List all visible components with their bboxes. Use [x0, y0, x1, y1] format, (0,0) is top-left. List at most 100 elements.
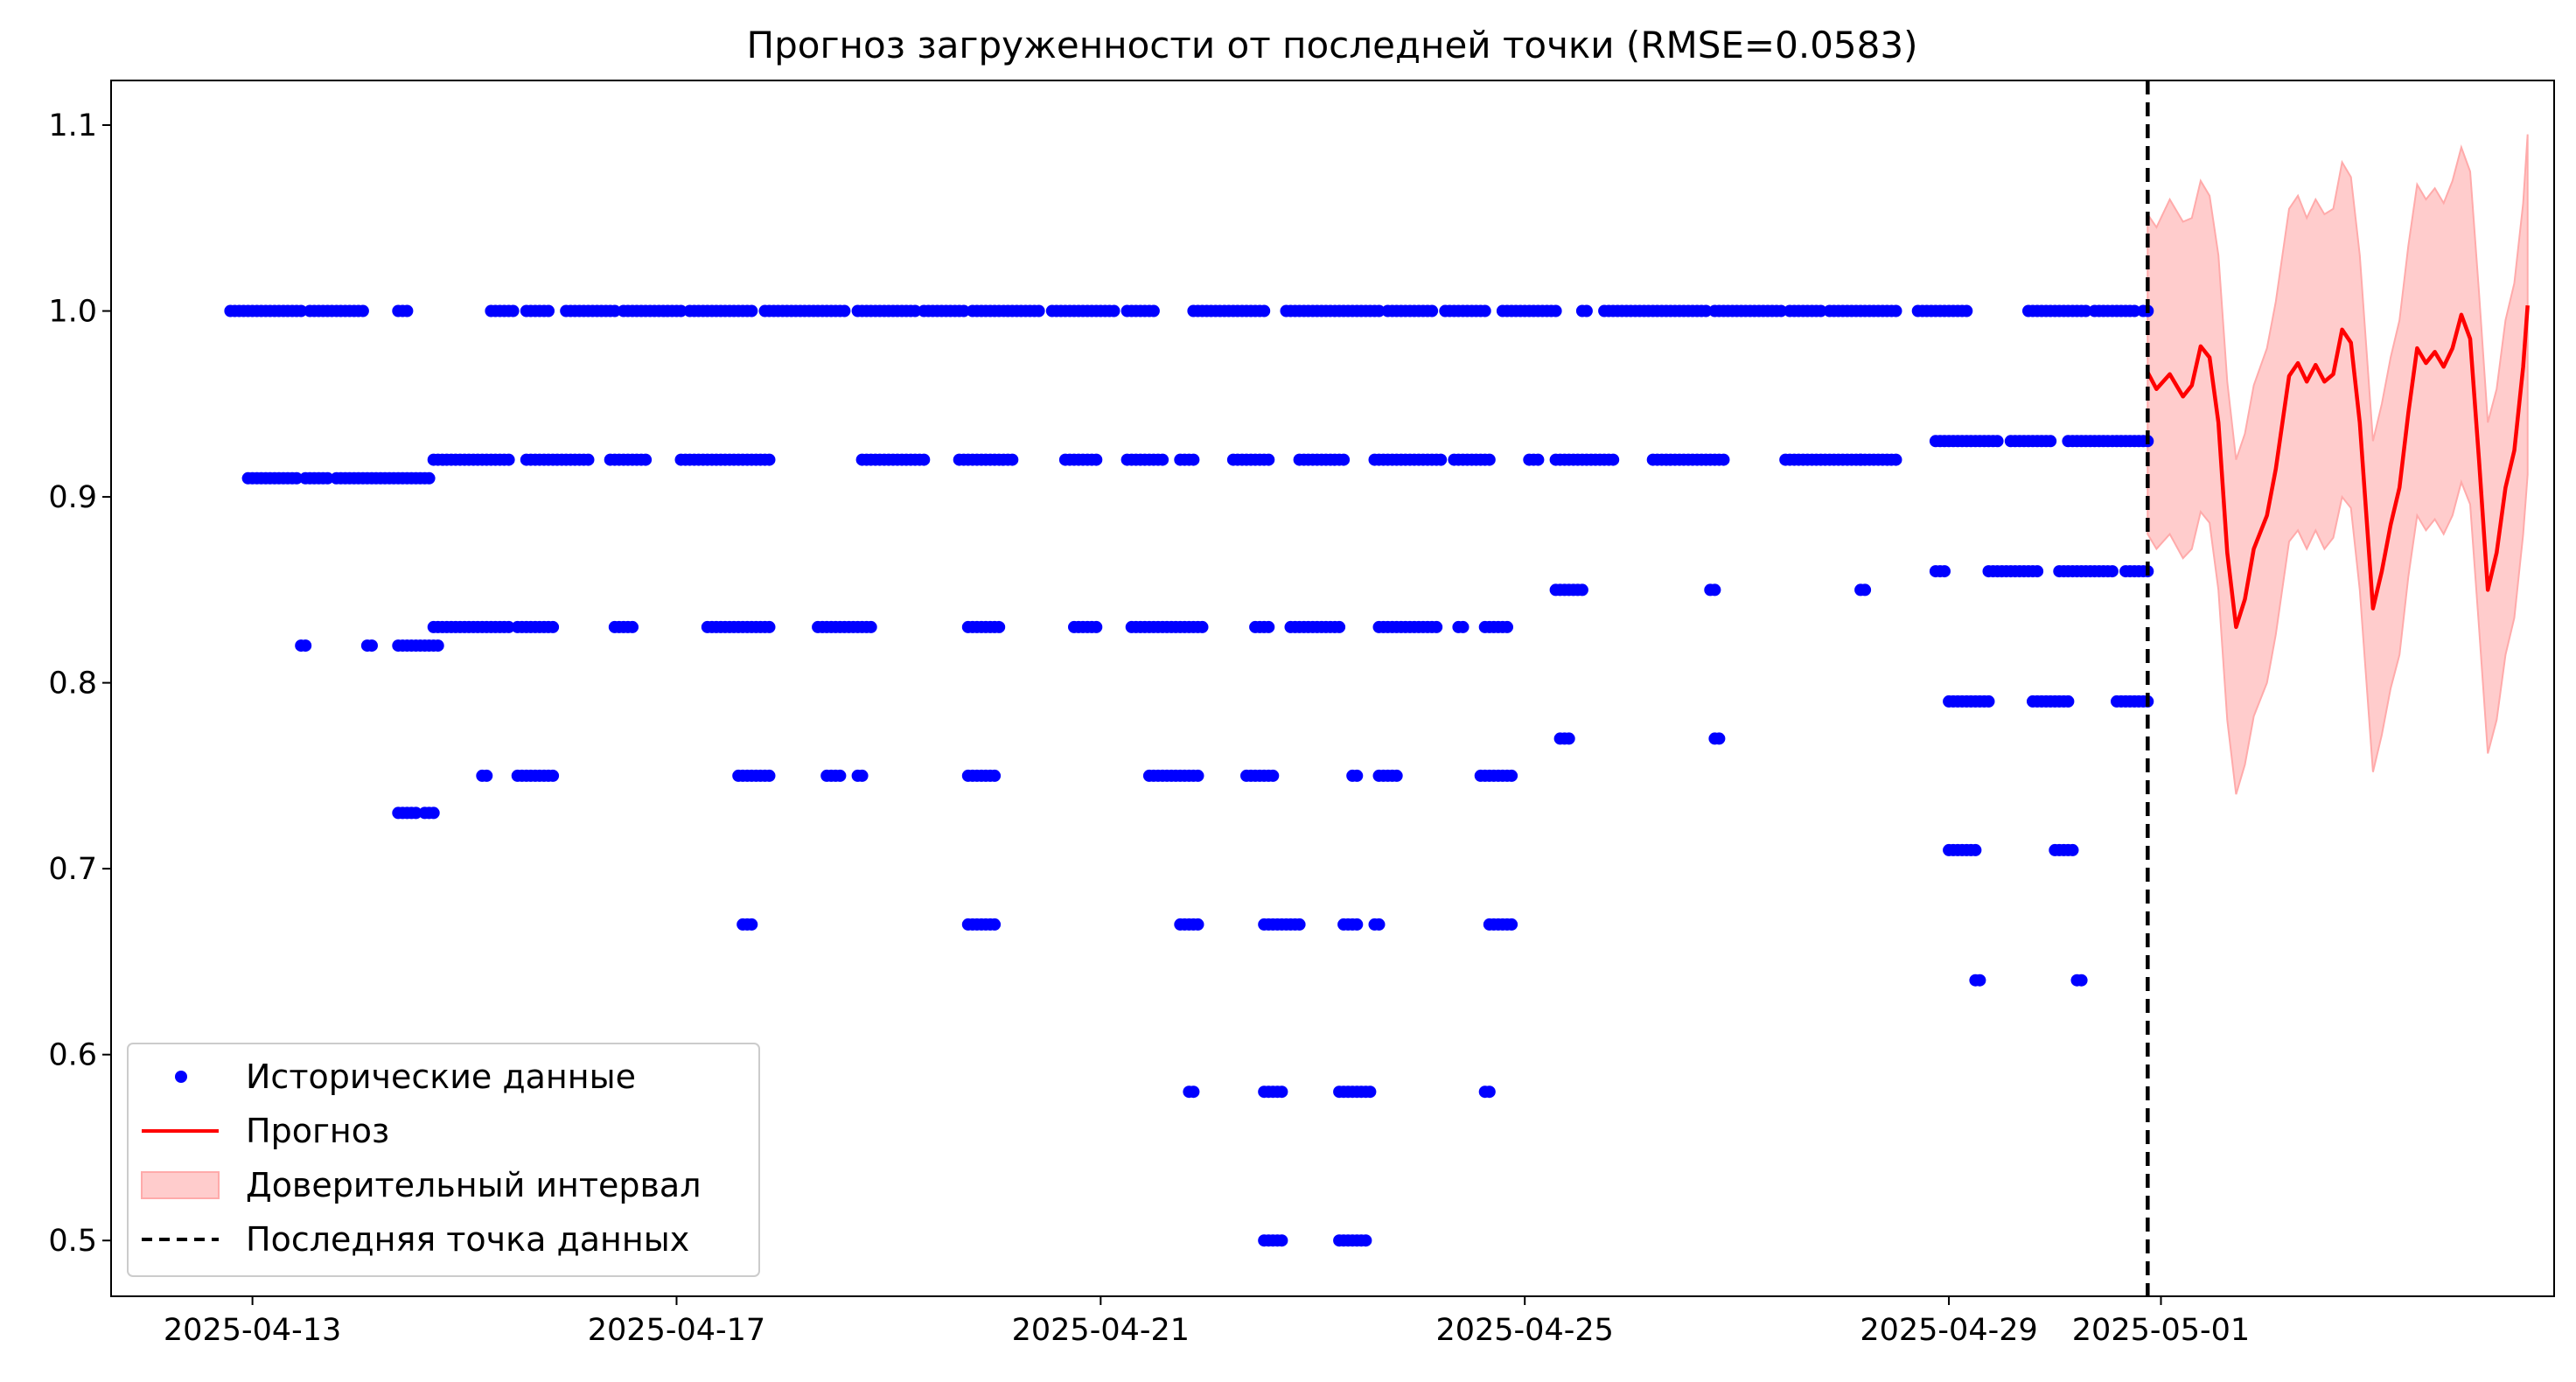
- historical-point: [299, 639, 312, 653]
- historical-point: [431, 639, 444, 653]
- legend-marker-historical: [175, 1071, 187, 1083]
- historical-point: [1293, 918, 1306, 931]
- historical-point: [1090, 620, 1103, 633]
- historical-point: [1258, 304, 1271, 318]
- historical-point: [356, 304, 369, 318]
- historical-point: [401, 304, 414, 318]
- y-tick-label: 0.9: [48, 480, 97, 515]
- historical-point: [1478, 304, 1491, 318]
- historical-point: [1549, 304, 1562, 318]
- legend-label-forecast: Прогноз: [246, 1112, 389, 1150]
- historical-point: [1889, 304, 1902, 318]
- historical-point: [1505, 769, 1518, 782]
- confidence-interval-band: [2147, 134, 2529, 795]
- historical-point: [1775, 304, 1788, 318]
- historical-point: [1580, 304, 1593, 318]
- legend-frame: [127, 1043, 760, 1277]
- historical-point: [1982, 694, 1995, 708]
- historical-point: [1156, 453, 1169, 466]
- historical-point: [1275, 1085, 1288, 1099]
- historical-point: [295, 304, 308, 318]
- legend: Исторические данные Прогноз Доверительны…: [127, 1043, 760, 1277]
- legend-patch-interval: [141, 1171, 220, 1199]
- historical-point: [290, 471, 304, 485]
- axes-frame: [110, 80, 2555, 1297]
- historical-point: [918, 453, 931, 466]
- y-tick-label: 0.7: [48, 852, 97, 887]
- legend-label-interval: Доверительный интервал: [246, 1166, 702, 1204]
- historical-point: [427, 806, 440, 820]
- historical-point: [745, 304, 758, 318]
- historical-point: [1938, 565, 1951, 578]
- historical-point: [480, 769, 493, 782]
- historical-point: [1483, 453, 1496, 466]
- historical-point: [1147, 304, 1160, 318]
- historical-point: [1107, 304, 1120, 318]
- axes: 0.5 0.6 0.7 0.8 0.9 1.0 1.1 2025-04-13 2025-04-1…: [48, 80, 2555, 1348]
- historical-point: [1364, 1085, 1377, 1099]
- forecast-line-layer: [2146, 305, 2530, 630]
- historical-point: [1991, 435, 2004, 448]
- historical-point: [1700, 304, 1713, 318]
- historical-point: [838, 304, 851, 318]
- historical-point: [1960, 304, 1973, 318]
- historical-point: [763, 769, 776, 782]
- historical-point: [1889, 453, 1902, 466]
- legend-label-last-point: Последняя точка данных: [246, 1220, 689, 1259]
- x-tick-label: 2025-04-13: [164, 1313, 341, 1348]
- historical-point: [2128, 304, 2141, 318]
- historical-point: [2079, 304, 2092, 318]
- historical-point: [745, 918, 758, 931]
- historical-point: [1483, 1085, 1496, 1099]
- historical-point: [1505, 918, 1518, 931]
- y-tick-label: 1.0: [48, 295, 97, 330]
- historical-point: [1372, 304, 1386, 318]
- historical-point: [1562, 732, 1575, 745]
- historical-point: [1351, 769, 1364, 782]
- plot-area: [224, 80, 2530, 1296]
- historical-point: [1607, 453, 1620, 466]
- historical-point: [1501, 620, 1513, 633]
- historical-point: [993, 620, 1006, 633]
- chart-title: Прогноз загруженности от последней точки…: [747, 24, 1918, 66]
- y-tick-label: 1.1: [48, 108, 97, 143]
- x-tick-label: 2025-04-21: [1012, 1313, 1190, 1348]
- historical-point: [422, 471, 436, 485]
- historical-point: [1351, 918, 1364, 931]
- historical-point: [763, 620, 776, 633]
- historical-point: [2066, 843, 2079, 856]
- x-tick-label: 2025-04-29: [1860, 1313, 2037, 1348]
- confidence-interval-layer: [2147, 134, 2529, 795]
- historical-point: [2044, 435, 2057, 448]
- historical-point: [1814, 304, 1827, 318]
- historical-point: [1090, 453, 1103, 466]
- historical-point: [957, 304, 970, 318]
- historical-point: [909, 304, 922, 318]
- historical-point: [321, 471, 334, 485]
- y-tick-label: 0.6: [48, 1038, 97, 1073]
- legend-label-historical: Исторические данные: [246, 1057, 636, 1096]
- forecast-line: [2146, 305, 2530, 630]
- historical-point: [1191, 918, 1204, 931]
- historical-point: [988, 769, 1002, 782]
- historical-point: [1859, 583, 1872, 597]
- historical-point: [409, 806, 422, 820]
- historical-point: [2062, 694, 2075, 708]
- historical-point: [582, 453, 595, 466]
- historical-point: [834, 769, 847, 782]
- x-tick-label: 2025-04-17: [588, 1313, 765, 1348]
- historical-point: [502, 620, 515, 633]
- historical-point: [2105, 565, 2119, 578]
- historical-point: [1435, 453, 1448, 466]
- historical-point: [1333, 620, 1346, 633]
- historical-point: [1196, 620, 1209, 633]
- historical-point: [1390, 769, 1403, 782]
- historical-point: [988, 918, 1002, 931]
- historical-point: [608, 304, 621, 318]
- historical-point: [1969, 843, 1982, 856]
- historical-point: [864, 620, 877, 633]
- historical-point: [639, 453, 653, 466]
- historical-point: [2031, 565, 2044, 578]
- historical-point: [1337, 453, 1351, 466]
